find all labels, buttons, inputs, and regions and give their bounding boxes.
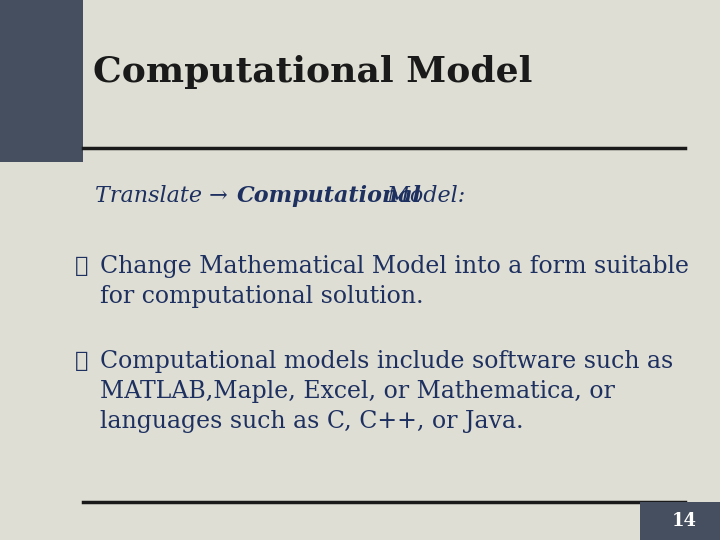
Text: Computational: Computational [237,185,422,207]
Bar [0,0,83,162]
Text: 14: 14 [672,512,697,530]
Text: Translate →: Translate → [95,185,235,207]
Text: ❖: ❖ [75,255,89,277]
Bar [640,502,720,540]
Text: Model:: Model: [380,185,465,207]
Text: for computational solution.: for computational solution. [100,285,423,308]
Text: Computational models include software such as: Computational models include software su… [100,350,673,373]
Text: ❖: ❖ [75,350,89,372]
Text: Change Mathematical Model into a form suitable: Change Mathematical Model into a form su… [100,255,689,278]
Text: MATLAB,Maple, Excel, or Mathematica, or: MATLAB,Maple, Excel, or Mathematica, or [100,380,615,403]
Text: languages such as C, C++, or Java.: languages such as C, C++, or Java. [100,410,523,433]
Text: Computational Model: Computational Model [93,55,532,89]
